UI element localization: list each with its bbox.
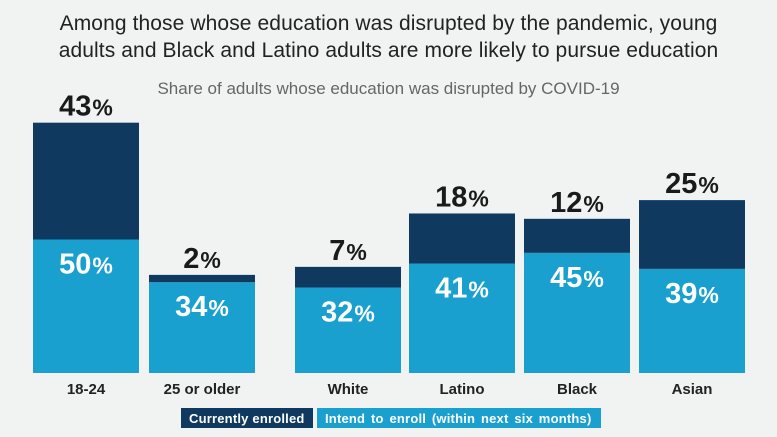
data-label-intend-white: 32% xyxy=(321,297,375,329)
bar-enrolled-25-or-older xyxy=(149,274,255,283)
x-tick-label-25-or-older: 25 or older xyxy=(164,381,241,398)
bar-group-latino: 41% 18% Latino xyxy=(409,181,515,398)
bar-enrolled-18-24 xyxy=(33,122,139,240)
bar-enrolled-asian xyxy=(639,200,745,269)
bar-intend-latino xyxy=(409,263,515,373)
bar-intend-white xyxy=(295,287,401,373)
x-tick-label-black: Black xyxy=(557,381,598,398)
x-tick-label-white: White xyxy=(328,381,369,398)
bar-group-asian: 39% 25% Asian xyxy=(639,168,745,398)
data-label-enrolled-asian: 25% xyxy=(665,168,719,200)
bar-group-18-24: 50% 43% 18-24 xyxy=(33,91,139,398)
chart-title: Among those whose education was disrupte… xyxy=(0,10,777,64)
data-label-intend-18-24: 50% xyxy=(59,249,113,281)
data-label-enrolled-latino: 18% xyxy=(435,181,489,213)
bar-enrolled-black xyxy=(524,218,630,253)
bar-intend-25-or-older xyxy=(149,282,255,373)
bar-intend-asian xyxy=(639,268,745,373)
bar-intend-black xyxy=(524,252,630,373)
data-label-intend-asian: 39% xyxy=(665,278,719,310)
data-label-intend-25-or-older: 34% xyxy=(175,291,229,323)
data-label-enrolled-18-24: 43% xyxy=(59,91,113,123)
legend-currently-enrolled: Currently enrolled xyxy=(181,408,313,428)
data-label-intend-black: 45% xyxy=(550,262,604,294)
x-tick-label-18-24: 18-24 xyxy=(67,381,106,398)
data-label-enrolled-black: 12% xyxy=(550,187,604,219)
bar-group-black: 45% 12% Black xyxy=(524,187,630,398)
chart-title-line-2: adults and Black and Latino adults are m… xyxy=(58,39,719,62)
chart-subtitle: Share of adults whose education was disr… xyxy=(157,79,620,98)
bar-group-white: 32% 7% White xyxy=(295,235,401,398)
bar-enrolled-white xyxy=(295,266,401,288)
data-label-enrolled-white: 7% xyxy=(329,235,367,267)
data-label-intend-latino: 41% xyxy=(435,273,489,305)
legend-intend-to-enroll: Intend to enroll (within next six months… xyxy=(317,408,601,428)
chart-title-line-1: Among those whose education was disrupte… xyxy=(59,12,718,35)
bar-enrolled-latino xyxy=(409,213,515,264)
x-tick-label-asian: Asian xyxy=(672,381,713,398)
chart-legend: Currently enrolled Intend to enroll (wit… xyxy=(181,408,601,428)
bar-intend-18-24 xyxy=(33,239,139,373)
data-label-enrolled-25-or-older: 2% xyxy=(183,243,221,275)
bar-group-25-or-older: 34% 2% 25 or older xyxy=(149,243,255,398)
x-tick-label-latino: Latino xyxy=(440,381,485,398)
